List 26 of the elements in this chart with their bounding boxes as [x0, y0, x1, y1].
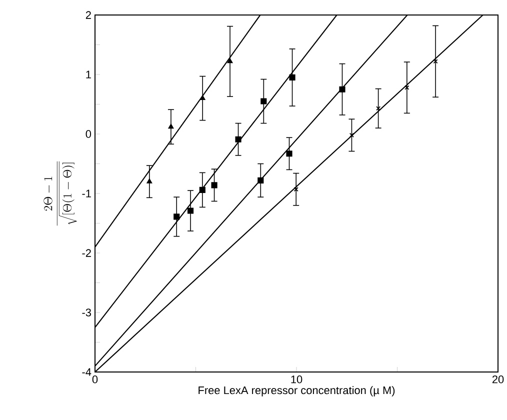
point	[339, 86, 346, 92]
x-tick-label: 20	[492, 376, 504, 384]
point	[174, 214, 180, 220]
x-axis-title: Free LexA repressor concentration (µ M)	[198, 386, 395, 396]
y-tick-label: -2	[82, 249, 91, 257]
y-tick-label: -1	[82, 190, 91, 198]
point	[235, 136, 242, 142]
y-tick-label: 1	[86, 70, 91, 78]
x-tick-label: 10	[291, 376, 302, 384]
point	[187, 208, 194, 214]
point	[146, 178, 152, 184]
point	[199, 186, 206, 193]
y-tick-label: 0	[86, 130, 92, 138]
y-tick-label: -4	[82, 368, 92, 376]
point	[168, 124, 174, 129]
x-tick-label: 0	[92, 376, 98, 384]
point	[286, 150, 292, 157]
point	[227, 58, 233, 64]
point	[200, 95, 206, 100]
point	[211, 182, 218, 188]
point	[258, 177, 264, 184]
point	[289, 74, 296, 81]
y-tick-label: -3	[82, 308, 91, 316]
y-axis-title: $\frac{2\Theta - 1}{\sqrt{[\Theta (1 - \Theta)]}}$	[44, 161, 77, 226]
y-tick-label: 2	[86, 11, 91, 19]
point	[260, 98, 267, 104]
